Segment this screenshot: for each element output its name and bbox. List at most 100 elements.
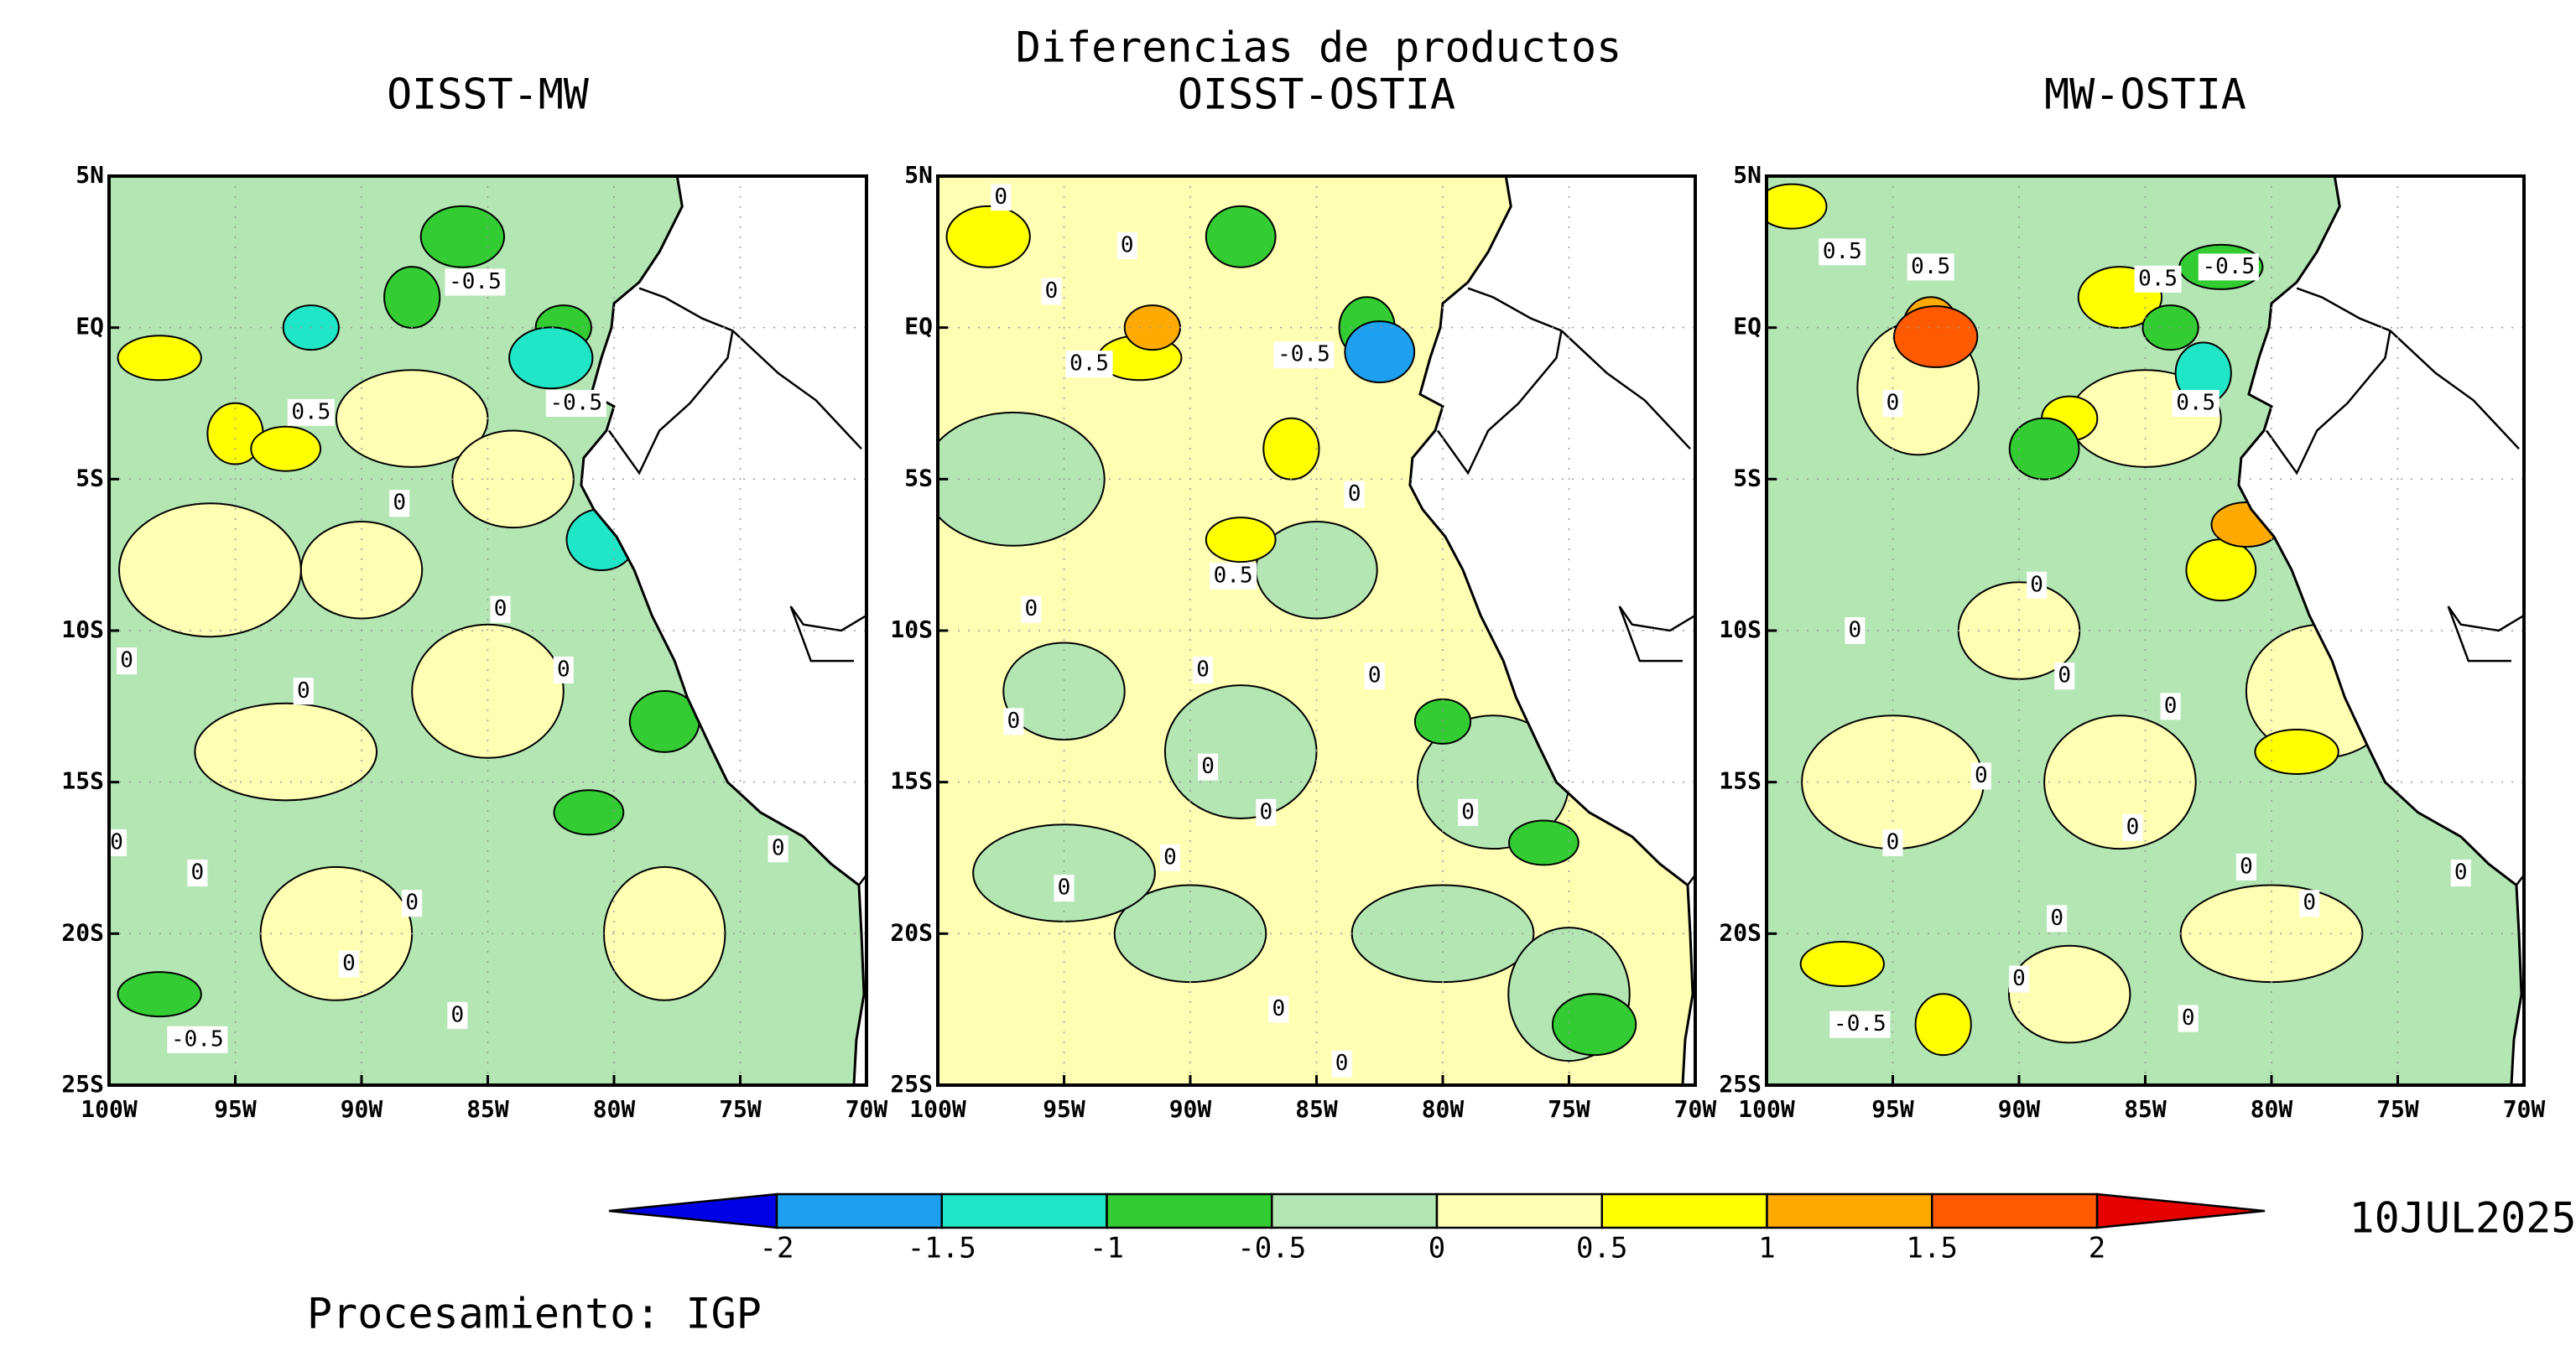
contour-label: 0: [2303, 891, 2316, 916]
contour-label-bg: [545, 390, 606, 417]
contour-label-bg: [293, 678, 314, 705]
sst-patch: [1163, 684, 1318, 819]
sst-patch: [1893, 305, 1979, 368]
sst-patch: [945, 205, 1031, 268]
sst-patch: [194, 702, 378, 802]
panel-frame: [107, 174, 868, 1087]
map-field: [938, 176, 1695, 1085]
contour-label: 0: [2012, 966, 2026, 991]
contour-label-bg: [1021, 595, 1042, 623]
contour-label: 0: [2050, 906, 2063, 931]
sst-patch: [1123, 304, 1181, 351]
contour-label: 0: [557, 657, 570, 682]
contour-label-bg: [187, 860, 208, 887]
contour-label: 0: [120, 648, 133, 673]
colorbar-box: [940, 1192, 1108, 1229]
sst-patch: [1344, 320, 1416, 383]
x-tick-label: 80W: [2251, 1095, 2293, 1123]
sst-patch: [972, 823, 1156, 922]
contour-label-bg: [1364, 662, 1385, 690]
contour-label-bg: [1273, 341, 1335, 369]
sst-patch: [2007, 944, 2131, 1044]
x-tick-label: 90W: [1169, 1095, 1212, 1123]
map-panel: MW-OSTIA 100W 95W 90W 85W 80W 75W 70W 5N EQ 5S 10S 1…: [1719, 70, 2546, 1124]
y-tick-label: 15S: [890, 767, 933, 795]
colorbar-label: 0.5: [1576, 1232, 1627, 1265]
contour-label-bg: [768, 835, 788, 863]
y-tick-label: 10S: [890, 616, 933, 643]
contour-label-bg: [490, 595, 511, 623]
border-line: [2389, 330, 2520, 450]
contour-label-bg: [1845, 617, 1866, 644]
contour-label: 0: [772, 836, 785, 861]
sst-patch: [118, 502, 302, 638]
map-field: [109, 176, 866, 1085]
y-tick-label: 20S: [1719, 918, 1762, 946]
contour-label: 0: [2454, 860, 2468, 886]
contour-label: 0.5: [1823, 239, 1862, 264]
contour-label-bg: [1331, 1050, 1352, 1078]
contour-label: 0: [191, 860, 205, 886]
panel-frame: [936, 174, 1697, 1087]
border-line: [2296, 287, 2391, 332]
contour-label: 0: [2126, 814, 2140, 839]
contour-label-bg: [2198, 253, 2259, 281]
contour-label-bg: [2027, 571, 2048, 599]
colorbar-low: [608, 1192, 778, 1229]
colorbar: -2 -1.5 -1 -0.5 0 0.5 1 1.5 2: [608, 1192, 2266, 1265]
x-tick-label: 85W: [466, 1095, 509, 1123]
contour-label: 0: [1058, 875, 1071, 901]
contour-label: 0: [2240, 854, 2253, 879]
contour-label: 0: [1121, 233, 1134, 258]
x-tick-label: 80W: [1422, 1095, 1465, 1123]
contour-label-bg: [1907, 253, 1954, 281]
sst-patch: [553, 789, 625, 836]
border-line: [638, 287, 733, 332]
contour-label-bg: [1882, 829, 1903, 856]
contour-label: 0: [1163, 845, 1177, 870]
colorbar-box: [1766, 1192, 1933, 1229]
sst-patch: [419, 205, 506, 268]
y-tick-label: 5N: [904, 161, 933, 189]
x-tick-label: 100W: [909, 1095, 966, 1123]
contour-label: -0.5: [1278, 342, 1330, 367]
sst-patch: [1262, 417, 1320, 481]
y-tick-label: 20S: [61, 918, 104, 946]
x-tick-label: 70W: [846, 1095, 888, 1123]
contour-label: -0.5: [1834, 1011, 1886, 1036]
colorbar-high: [2095, 1192, 2266, 1229]
contour-label-bg: [1193, 656, 1214, 683]
contour-label: 0: [393, 491, 406, 516]
contour-label-bg: [2134, 265, 2182, 293]
sst-patch: [1799, 940, 1885, 987]
contour-label: 0: [2030, 572, 2043, 597]
contour-label-bg: [2450, 860, 2471, 887]
sst-patch: [1767, 183, 1828, 230]
contour-label: 0: [1461, 799, 1475, 824]
y-tick-label: EQ: [1733, 313, 1762, 340]
contour-label: -0.5: [449, 269, 502, 294]
contour-label: 0: [405, 891, 419, 916]
x-tick-label: 70W: [2503, 1095, 2546, 1123]
y-tick-label: 15S: [61, 767, 104, 795]
panel-title: MW-OSTIA: [2044, 70, 2246, 119]
contour-label: -0.5: [550, 391, 603, 416]
contour-label-bg: [1882, 390, 1903, 417]
x-tick-label: 100W: [81, 1095, 138, 1123]
x-tick-label: 95W: [214, 1095, 257, 1123]
contour-label: 0: [1259, 799, 1272, 824]
contour-label-bg: [1268, 995, 1289, 1023]
contour-label: 0.5: [1214, 563, 1253, 588]
contour-label: 0: [1368, 663, 1382, 688]
x-tick-label: 100W: [1738, 1095, 1795, 1123]
border-line: [731, 330, 862, 450]
border-line: [1436, 330, 1563, 475]
x-tick-label: 75W: [1548, 1095, 1590, 1123]
border-line: [2265, 330, 2391, 475]
sst-patch: [411, 623, 565, 759]
colorbar-label: -1.5: [908, 1232, 976, 1265]
x-tick-label: 90W: [1998, 1095, 2041, 1123]
colorbar-box: [1271, 1192, 1439, 1229]
contour-label-bg: [2047, 905, 2068, 933]
contour-label: 0: [110, 829, 123, 855]
